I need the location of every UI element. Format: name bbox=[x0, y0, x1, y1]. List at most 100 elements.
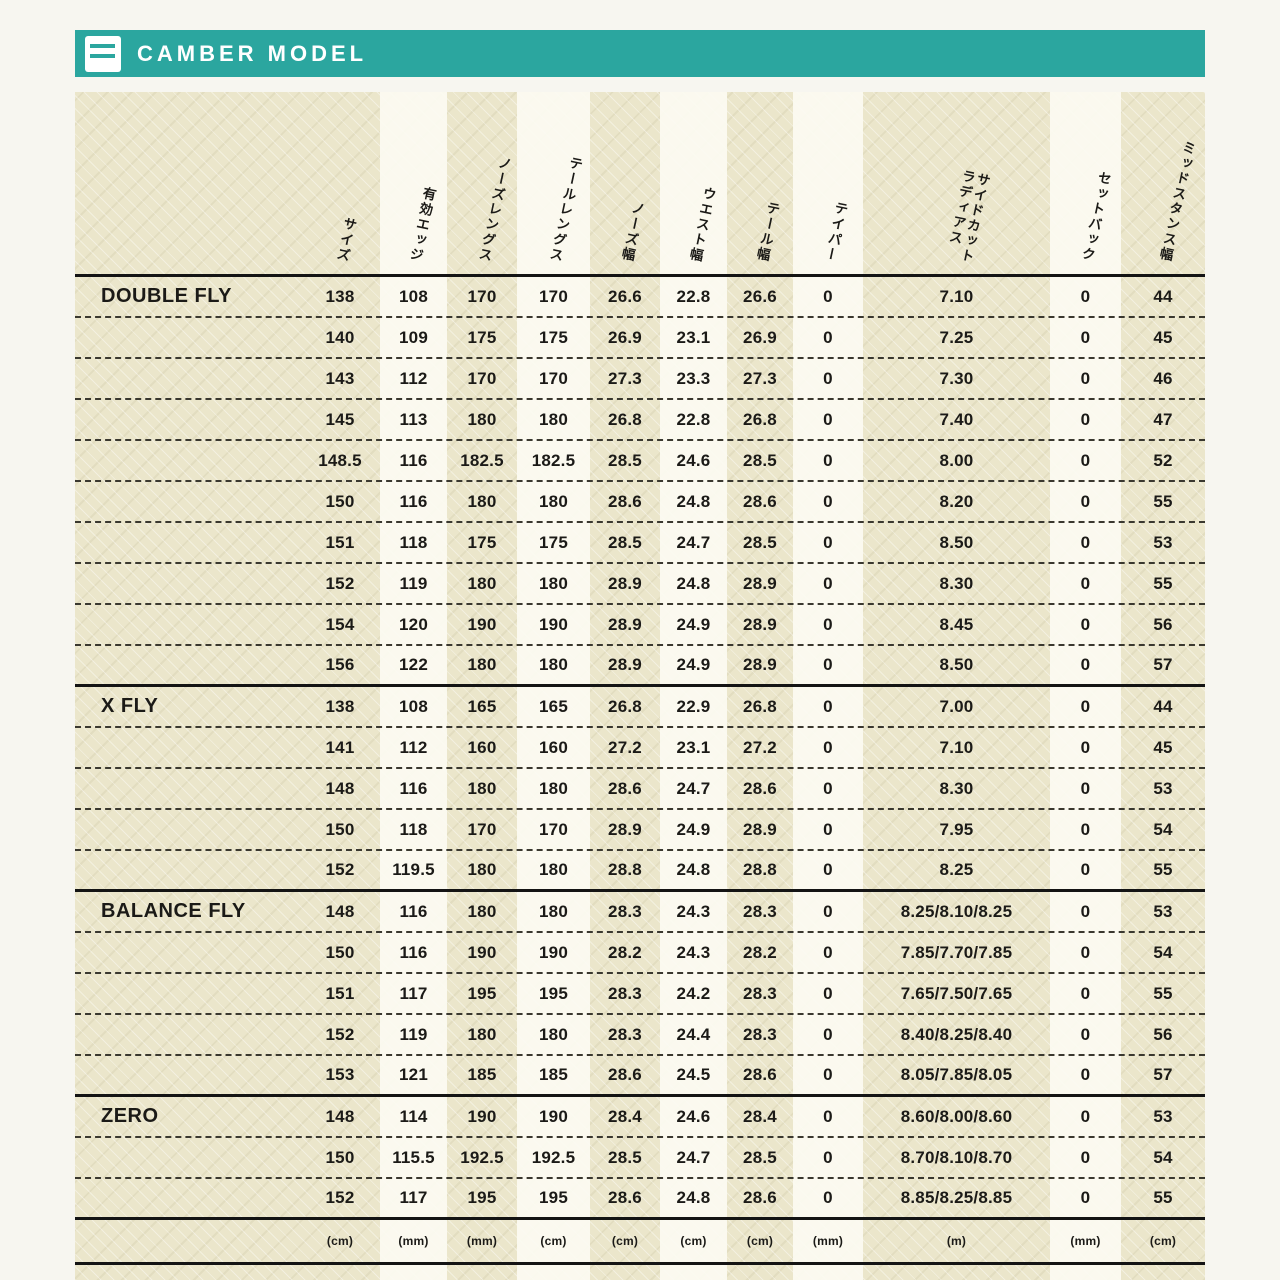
spec-value: 27.2 bbox=[743, 737, 777, 757]
spec-value: 175 bbox=[467, 532, 497, 552]
model-label bbox=[75, 605, 300, 644]
spec-value: 28.5 bbox=[608, 532, 642, 552]
spec-value: 27.3 bbox=[743, 368, 777, 388]
spec-value: 54 bbox=[1153, 1147, 1173, 1167]
spec-value: 46 bbox=[1153, 368, 1173, 388]
spec-value: 28.4 bbox=[608, 1106, 642, 1126]
spec-value: 0 bbox=[1080, 819, 1091, 839]
spec-value: 8.50 bbox=[939, 532, 974, 552]
spec-value: 7.30 bbox=[939, 368, 974, 388]
spec-value: 0 bbox=[823, 942, 833, 962]
spec-value: 0 bbox=[1080, 368, 1091, 388]
spec-value: 7.85/7.70/7.85 bbox=[900, 942, 1013, 962]
model-label bbox=[75, 974, 300, 1013]
column-header-label: ノーズレングス bbox=[474, 154, 512, 264]
spec-value: 0 bbox=[1080, 942, 1091, 962]
spec-value: 0 bbox=[823, 368, 833, 388]
spec-value: 24.3 bbox=[676, 901, 711, 921]
spec-value: 8.60/8.00/8.60 bbox=[900, 1106, 1013, 1126]
spec-value: 22.8 bbox=[676, 286, 711, 306]
spec-value: 190 bbox=[467, 614, 497, 634]
spec-value: 28.9 bbox=[743, 819, 777, 839]
spec-value: 108 bbox=[399, 286, 428, 306]
spec-value: 152 bbox=[325, 1024, 355, 1044]
unit-label: (cm) bbox=[326, 1234, 354, 1248]
unit-label: (cm) bbox=[680, 1234, 707, 1248]
spec-value: 53 bbox=[1153, 1106, 1173, 1126]
spec-value: 192.5 bbox=[531, 1147, 576, 1167]
spec-value: 0 bbox=[823, 491, 833, 511]
spec-value: 0 bbox=[1080, 286, 1091, 306]
spec-value: 53 bbox=[1153, 778, 1173, 798]
spec-value: 24.8 bbox=[676, 1188, 711, 1207]
spec-value: 24.9 bbox=[676, 655, 711, 674]
spec-value: 24.2 bbox=[676, 983, 711, 1003]
unit-label: (cm) bbox=[746, 1234, 774, 1248]
spec-value: 165 bbox=[539, 696, 568, 716]
table-header-row: サイズ 有効エッジ ノーズレングス テールレングス ノーズ幅 ウエスト幅 テール幅 テイパー サ… bbox=[75, 92, 1205, 277]
table-row: BALANCE FLY 148 116 180 180 28.3 24.3 28.3 0 8.25… bbox=[75, 892, 1205, 933]
column-header-label: セットバック bbox=[1078, 169, 1113, 264]
spec-value: 148.5 bbox=[318, 450, 362, 470]
spec-value: 8.45 bbox=[939, 614, 974, 634]
spec-value: 0 bbox=[1080, 327, 1091, 347]
spec-value: 57 bbox=[1153, 1065, 1173, 1084]
model-label bbox=[75, 482, 300, 521]
spec-value: 148 bbox=[325, 778, 355, 798]
spec-value: 28.2 bbox=[608, 942, 642, 962]
table-row: X FLY 138 108 165 165 26.8 22.9 26.8 0 7.00 0 44 bbox=[75, 687, 1205, 728]
spec-value: 22.9 bbox=[676, 696, 711, 716]
spec-value: 28.3 bbox=[743, 983, 777, 1003]
model-label: BALANCE FLY bbox=[101, 900, 246, 922]
spec-value: 0 bbox=[823, 860, 833, 879]
spec-value: 24.6 bbox=[676, 1106, 711, 1126]
spec-value: 28.9 bbox=[608, 655, 642, 674]
spec-value: 52 bbox=[1153, 450, 1173, 470]
spec-value: 0 bbox=[1080, 860, 1091, 879]
spec-value: 0 bbox=[823, 983, 833, 1003]
spec-value: 28.6 bbox=[743, 491, 777, 511]
spec-value: 117 bbox=[399, 983, 428, 1003]
spec-value: 55 bbox=[1153, 860, 1173, 879]
table-row: 151 118 175 175 28.5 24.7 28.5 0 8.50 0 53 bbox=[75, 523, 1205, 564]
spec-value: 156 bbox=[325, 655, 355, 674]
spec-value: 175 bbox=[467, 327, 497, 347]
spec-value: 153 bbox=[325, 1065, 355, 1084]
spec-value: 114 bbox=[399, 1106, 428, 1126]
spec-value: 7.10 bbox=[939, 286, 974, 306]
spec-value: 28.6 bbox=[743, 1188, 777, 1207]
spec-value: 0 bbox=[823, 655, 833, 674]
model-label bbox=[75, 728, 300, 767]
spec-value: 26.6 bbox=[608, 286, 642, 306]
unit-label: (mm) bbox=[812, 1234, 844, 1248]
spec-value: 0 bbox=[823, 696, 833, 716]
model-label bbox=[75, 1179, 300, 1217]
spec-value: 180 bbox=[539, 573, 568, 593]
spec-value: 28.6 bbox=[743, 1065, 777, 1084]
spec-value: 23.1 bbox=[676, 327, 711, 347]
spec-value: 0 bbox=[1080, 1188, 1091, 1207]
spec-value: 28.5 bbox=[608, 450, 642, 470]
spec-value: 24.8 bbox=[676, 860, 711, 879]
spec-value: 28.3 bbox=[743, 901, 777, 921]
spec-value: 28.9 bbox=[608, 614, 642, 634]
spec-value: 24.5 bbox=[676, 1065, 711, 1084]
spec-value: 185 bbox=[467, 1065, 497, 1084]
spec-value: 0 bbox=[823, 286, 833, 306]
spec-value: 0 bbox=[1080, 409, 1091, 429]
spec-value: 116 bbox=[399, 778, 428, 798]
spec-value: 0 bbox=[1080, 532, 1091, 552]
spec-value: 148 bbox=[325, 901, 355, 921]
table-row: 145 113 180 180 26.8 22.8 26.8 0 7.40 0 47 bbox=[75, 400, 1205, 441]
spec-value: 0 bbox=[823, 532, 833, 552]
spec-value: 0 bbox=[823, 409, 833, 429]
spec-value: 26.6 bbox=[743, 286, 777, 306]
spec-value: 28.9 bbox=[608, 819, 642, 839]
spec-value: 8.40/8.25/8.40 bbox=[900, 1024, 1013, 1044]
table-row: 148 116 180 180 28.6 24.7 28.6 0 8.30 0 53 bbox=[75, 769, 1205, 810]
spec-value: 180 bbox=[539, 860, 568, 879]
table-row: 152 119.5 180 180 28.8 24.8 28.8 0 8.25 0 55 bbox=[75, 851, 1205, 892]
spec-value: 24.6 bbox=[676, 450, 711, 470]
spec-value: 148 bbox=[325, 1106, 355, 1126]
spec-value: 0 bbox=[1080, 1065, 1091, 1084]
